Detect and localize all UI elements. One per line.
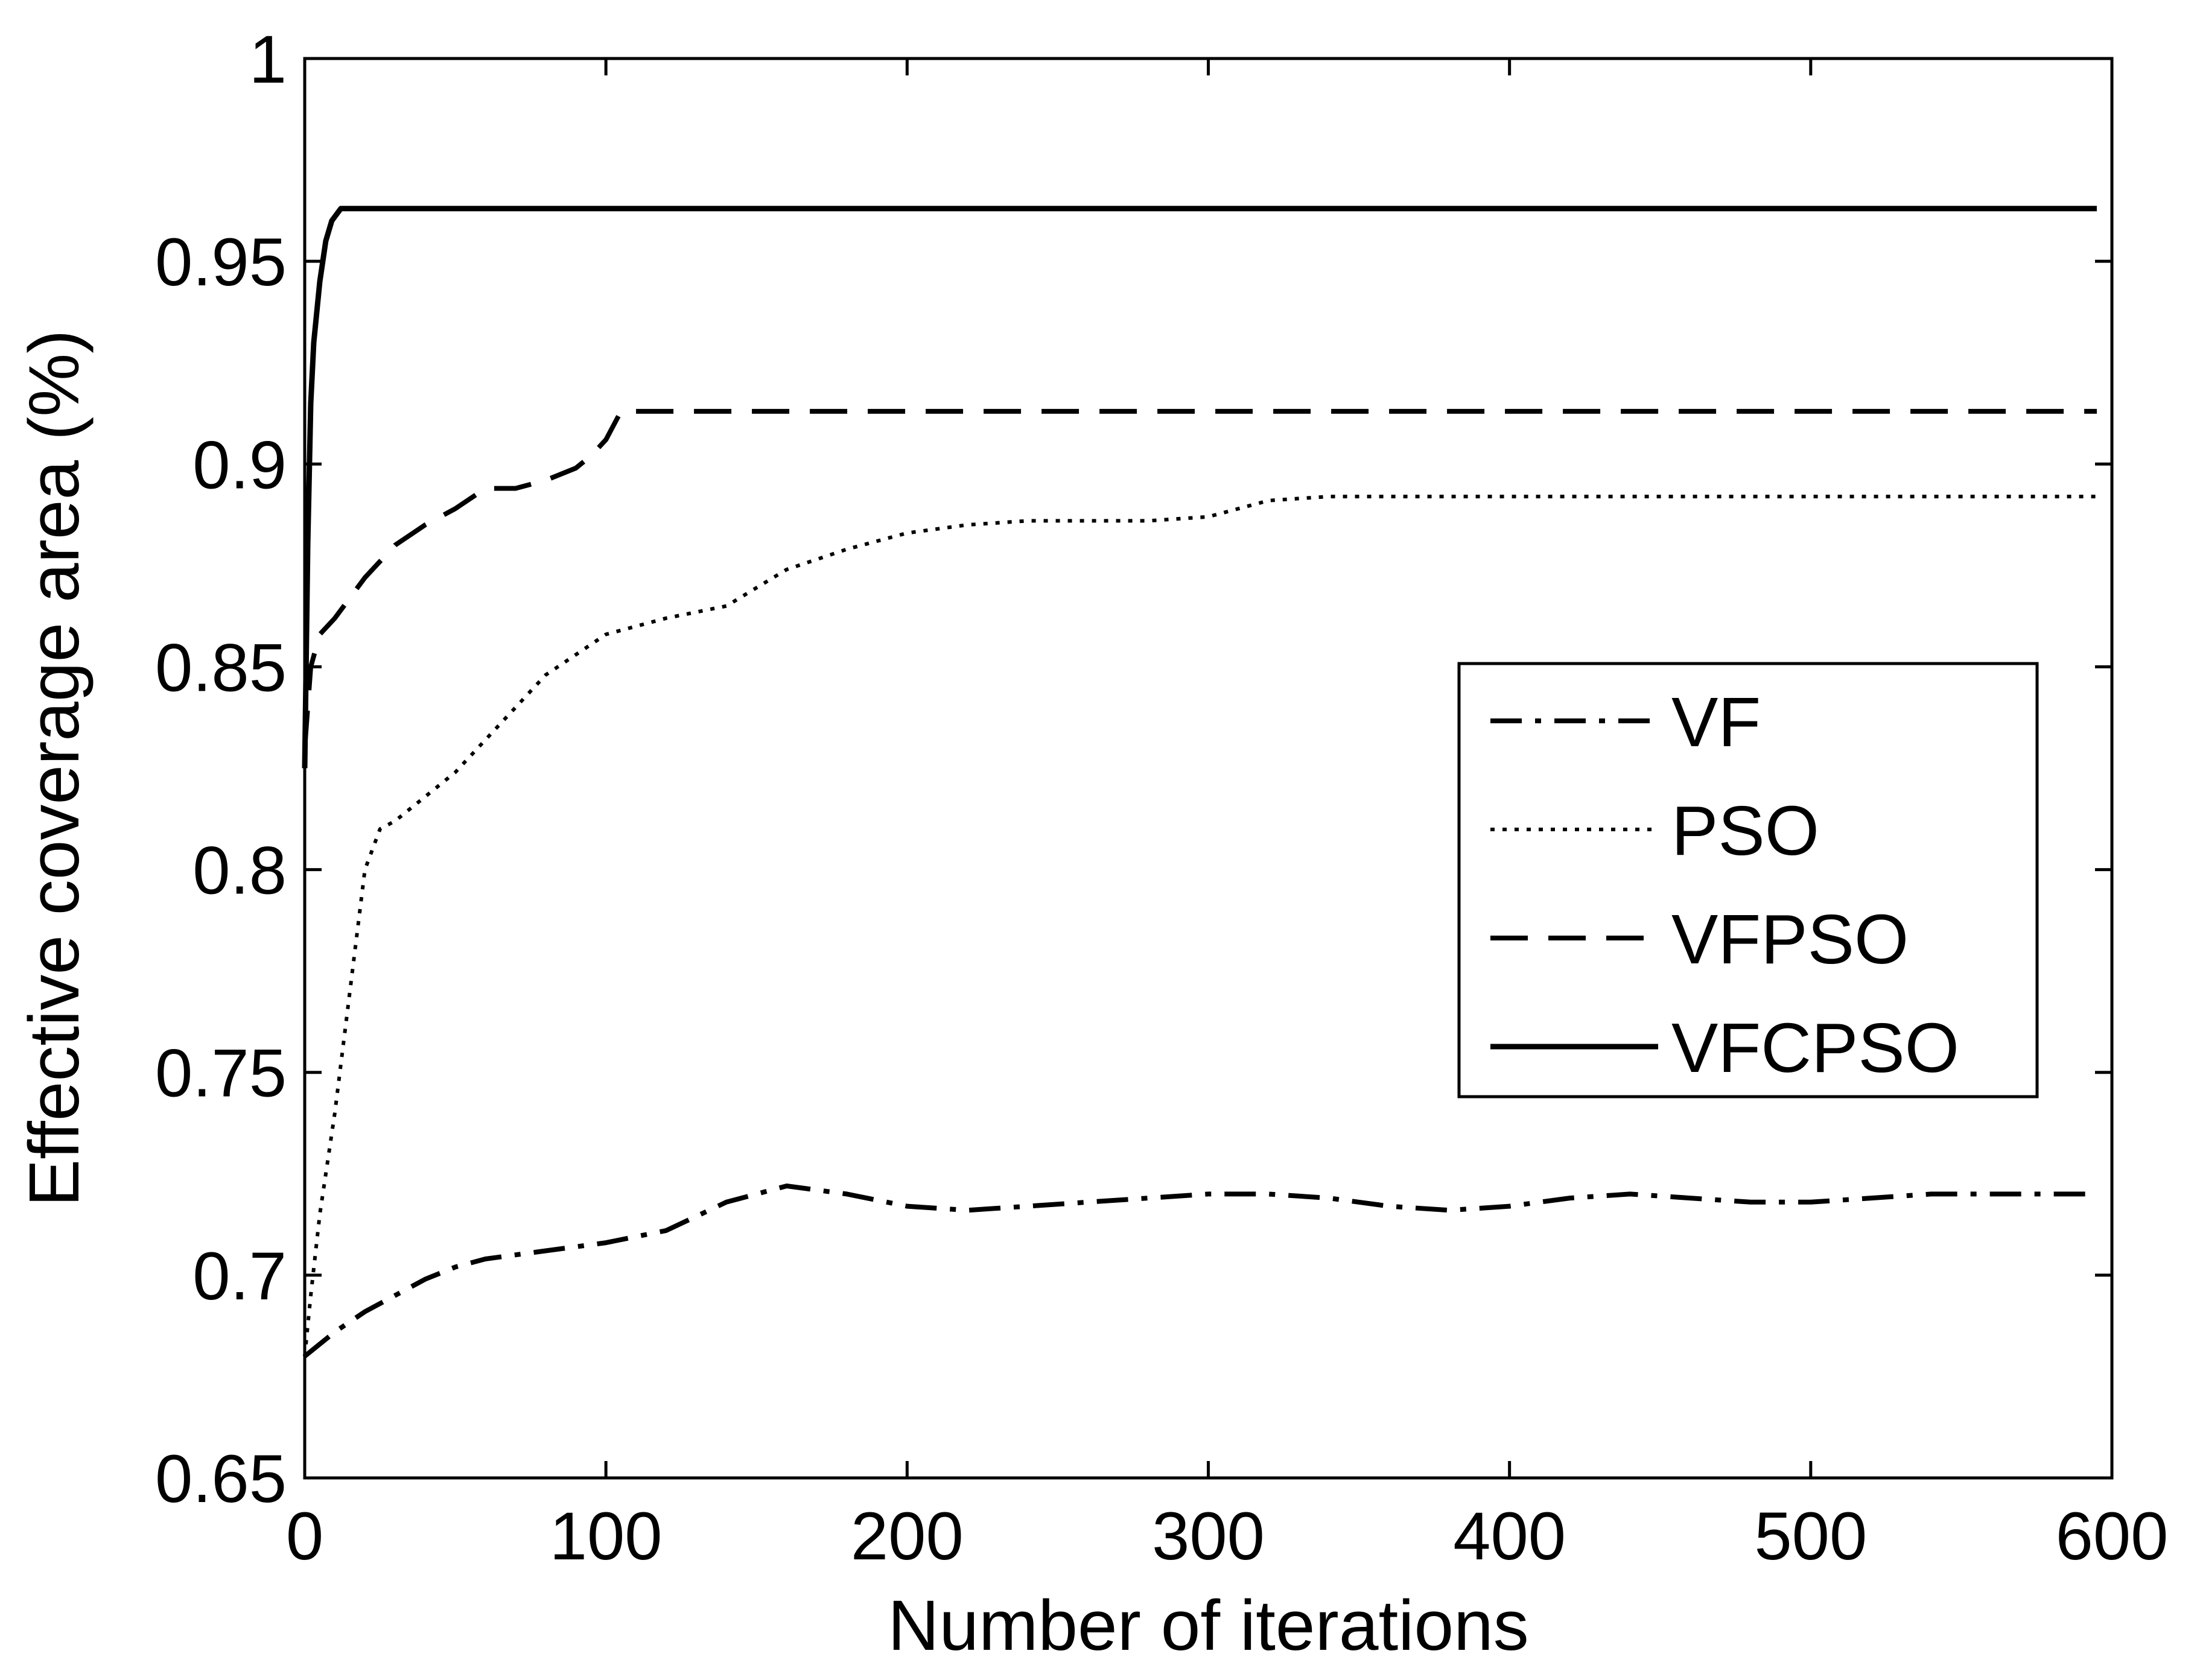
series-line-vf bbox=[303, 1184, 2097, 1358]
axis-tick-labels: 0 100 200 300 400 500 600 0.65 0.7 0.75 0.8 0.85 0.9… bbox=[155, 22, 2168, 1574]
y-tick-label: 0.95 bbox=[155, 224, 287, 300]
series-line-vfcpso bbox=[302, 206, 2097, 769]
y-tick-label: 0.9 bbox=[192, 427, 287, 502]
x-tick-label: 100 bbox=[550, 1498, 663, 1574]
y-tick-label: 0.85 bbox=[155, 630, 287, 705]
x-tick-label: 300 bbox=[1152, 1498, 1265, 1574]
legend-label-vfpso: VFPSO bbox=[1671, 900, 1909, 978]
legend-label-pso: PSO bbox=[1671, 791, 1819, 870]
axis-ticks bbox=[303, 57, 2114, 1480]
series-line-vfpso bbox=[302, 408, 2097, 749]
y-tick-label: 0.8 bbox=[192, 833, 287, 908]
y-tick-label: 0.7 bbox=[192, 1238, 287, 1314]
x-axis-title: Number of iterations bbox=[888, 1586, 1528, 1666]
y-tick-label: 1 bbox=[249, 22, 287, 97]
x-tick-label: 200 bbox=[851, 1498, 964, 1574]
x-tick-label: 0 bbox=[286, 1498, 323, 1574]
series-lines bbox=[302, 206, 2097, 1358]
y-tick-label: 0.75 bbox=[155, 1036, 287, 1111]
x-tick-label: 500 bbox=[1754, 1498, 1867, 1574]
legend-box bbox=[1457, 662, 2039, 1098]
x-tick-label: 600 bbox=[2056, 1498, 2169, 1574]
y-tick-label: 0.65 bbox=[155, 1441, 287, 1517]
y-axis-title: Effective coverage area (%) bbox=[14, 330, 94, 1207]
x-tick-label: 400 bbox=[1453, 1498, 1566, 1574]
legend-label-vf: VF bbox=[1671, 683, 1761, 761]
series-line-pso bbox=[303, 495, 2097, 1357]
legend-label-vfcpso: VFCPSO bbox=[1671, 1009, 1959, 1087]
